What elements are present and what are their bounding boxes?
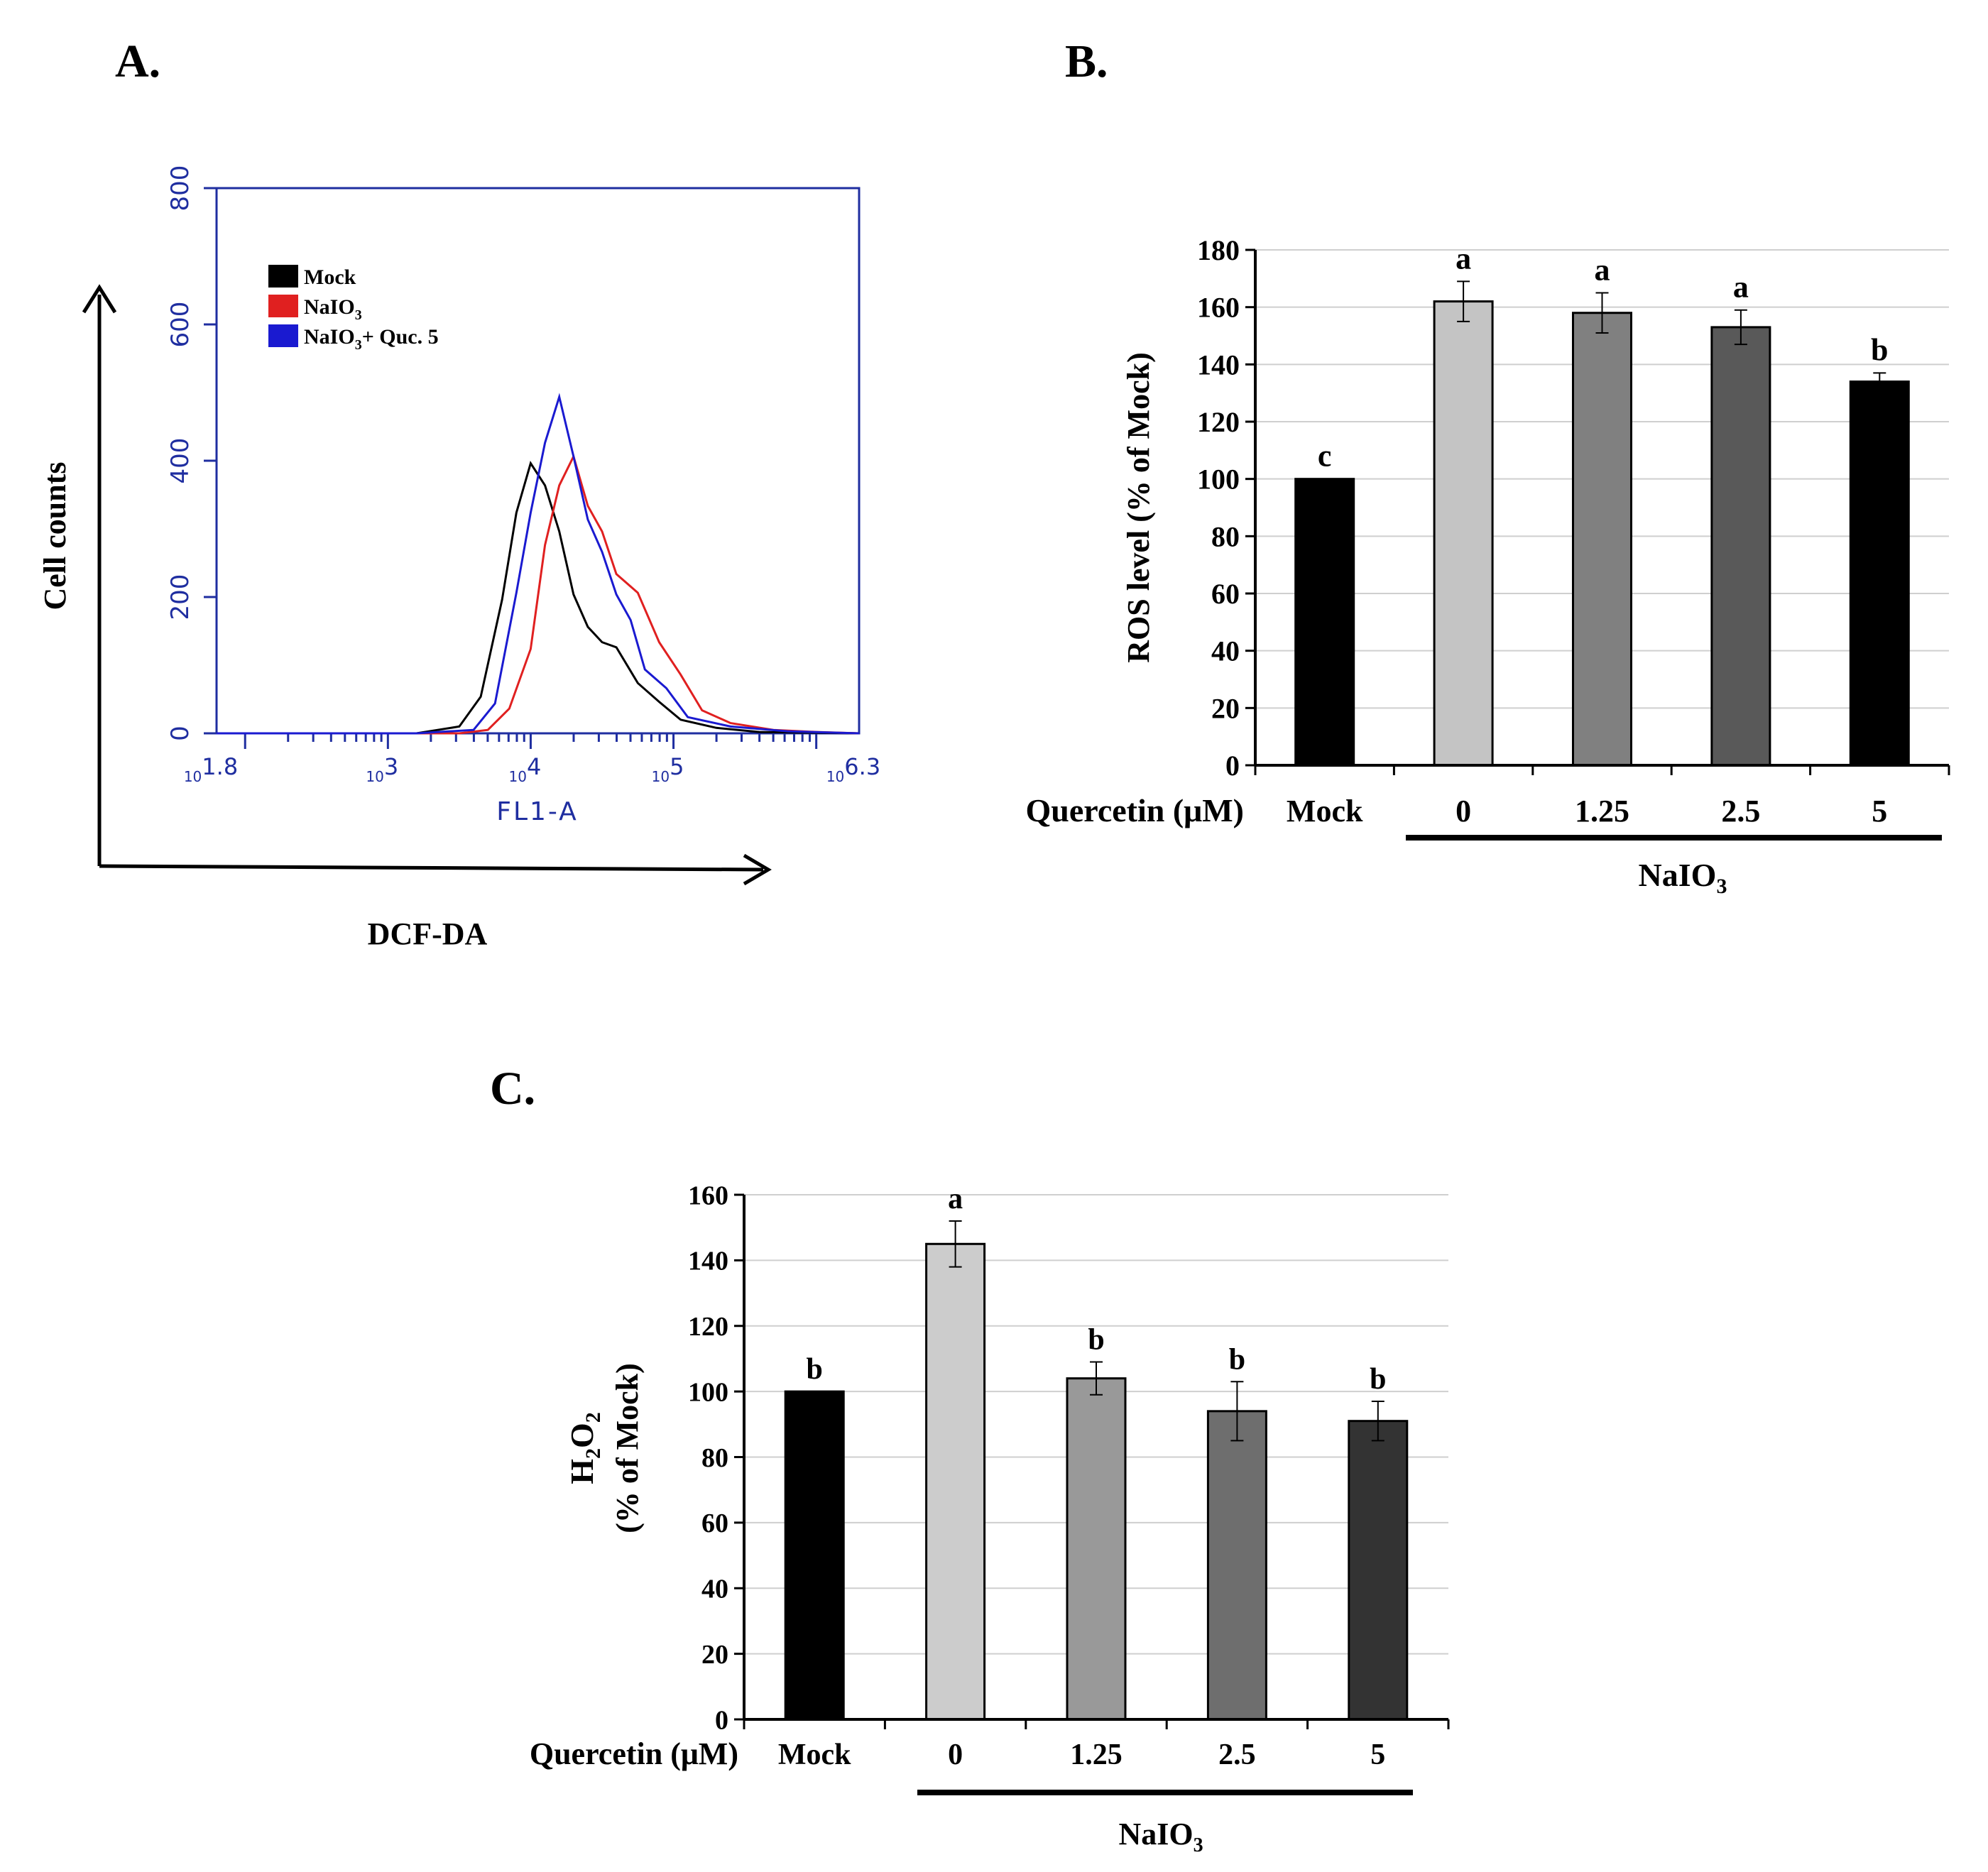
- y-tick-label-a: 200: [166, 574, 195, 620]
- bar-5: [1849, 381, 1910, 767]
- outer-y-arrow: [82, 284, 117, 866]
- category-label: Mock: [778, 1739, 851, 1771]
- y-tick-label: 20: [701, 1640, 728, 1670]
- histogram-panel-a: Cell counts DCF-DA 0 200 400 600 800 101.8 10…: [38, 165, 880, 951]
- series-mock-curve: [217, 461, 860, 735]
- significance-letter: b: [1229, 1343, 1245, 1376]
- x-tick-label-a: 106.3: [826, 753, 880, 785]
- panel-c-letter: C.: [490, 1063, 535, 1115]
- naio3-group-label-b: NaIO3: [1639, 857, 1727, 898]
- category-label: Mock: [1287, 794, 1363, 828]
- y-tick-label: 120: [688, 1312, 728, 1342]
- significance-letter: b: [1088, 1324, 1104, 1357]
- y-tick-label: 120: [1197, 406, 1240, 438]
- legend-label-naio3: NaIO3: [304, 295, 362, 323]
- legend-a: Mock NaIO3 NaIO3+ Quc. 5: [268, 265, 439, 353]
- category-label: 1.25: [1070, 1739, 1123, 1771]
- x-axis-title-b: Quercetin (μM): [1025, 792, 1244, 828]
- legend-swatch-mock: [268, 265, 298, 288]
- y-tick-label: 100: [688, 1377, 728, 1407]
- outer-x-arrow: [99, 853, 772, 886]
- outer-x-label: DCF-DA: [368, 916, 488, 951]
- x-tick-label-a: 104: [509, 753, 542, 785]
- y-tick-label-a: 400: [166, 438, 195, 484]
- significance-letter: c: [1318, 439, 1332, 474]
- bar-0: [925, 1242, 986, 1721]
- y-axis-label-c-line2: (% of Mock): [610, 1363, 645, 1533]
- significance-letter: a: [1456, 241, 1471, 275]
- y-tick-label: 80: [701, 1443, 728, 1473]
- x-axis-label-a: FL1-A: [496, 797, 579, 826]
- y-tick-label: 160: [1197, 292, 1240, 324]
- y-axis-label-b: ROS level (% of Mock): [1121, 352, 1156, 662]
- bar-2-5: [1206, 1410, 1267, 1721]
- x-tick-label-a: 103: [366, 753, 398, 785]
- panel-b-letter: B.: [1065, 35, 1108, 87]
- significance-letter: a: [1595, 253, 1610, 288]
- significance-letter: b: [1370, 1363, 1386, 1396]
- bar-5: [1348, 1420, 1409, 1721]
- x-tick-label-a: 105: [652, 753, 684, 785]
- legend-label-naio3-quc5: NaIO3+ Quc. 5: [304, 325, 439, 353]
- y-tick-label: 60: [1211, 578, 1240, 610]
- y-tick-label: 100: [1197, 464, 1240, 496]
- legend-swatch-naio3: [268, 295, 298, 317]
- category-label: 5: [1872, 794, 1887, 828]
- bar-Mock: [1294, 478, 1355, 767]
- category-label: 1.25: [1575, 794, 1629, 828]
- y-tick-label: 0: [1225, 750, 1240, 782]
- y-tick-label: 40: [1211, 635, 1240, 667]
- category-label: 0: [1456, 794, 1471, 828]
- y-axis-label-c: H2O2: [564, 1412, 605, 1484]
- y-tick-label-a: 800: [166, 165, 195, 212]
- bar-chart-panel-b: 0 20 40 60 80 100 120 140 160 180 c a a a b ROS level…: [1025, 234, 1950, 898]
- significance-letter: a: [948, 1183, 963, 1215]
- y-tick-label: 0: [715, 1705, 728, 1735]
- bar-0: [1433, 300, 1494, 767]
- y-tick-label: 20: [1211, 692, 1240, 724]
- bar-Mock: [784, 1390, 845, 1721]
- y-tick-label: 180: [1197, 234, 1240, 266]
- category-label: 5: [1370, 1739, 1385, 1771]
- bar-1-25: [1066, 1377, 1127, 1721]
- y-tick-label: 40: [701, 1575, 728, 1604]
- x-axis-title-c: Quercetin (μM): [530, 1736, 738, 1771]
- bar-chart-panel-c: 0 20 40 60 80 100 120 140 160 b a b b b H2O2 (% of M…: [530, 1181, 1450, 1856]
- outer-y-label: Cell counts: [38, 462, 72, 611]
- bar-1-25: [1572, 312, 1632, 767]
- y-tick-label: 160: [688, 1181, 728, 1210]
- series-naio3-quc5-curve: [217, 393, 860, 735]
- significance-letter: b: [807, 1353, 823, 1386]
- panel-a-letter: A.: [115, 35, 160, 87]
- significance-letter: a: [1733, 270, 1749, 305]
- significance-letter: b: [1871, 332, 1888, 367]
- y-tick-label: 140: [1197, 349, 1240, 381]
- y-tick-label-a: 0: [166, 726, 195, 741]
- category-label: 2.5: [1721, 794, 1760, 828]
- y-tick-label: 60: [701, 1509, 728, 1538]
- naio3-group-label-c: NaIO3: [1118, 1817, 1203, 1856]
- series-naio3-curve: [217, 453, 860, 735]
- y-tick-label-a: 600: [166, 302, 195, 348]
- category-label: 2.5: [1218, 1739, 1256, 1771]
- legend-label-mock: Mock: [304, 266, 356, 289]
- x-tick-label-a: 101.8: [184, 753, 238, 785]
- category-label: 0: [948, 1739, 963, 1771]
- bar-2-5: [1710, 326, 1771, 767]
- y-tick-label: 80: [1211, 520, 1240, 552]
- y-tick-label: 140: [688, 1247, 728, 1276]
- legend-swatch-naio3-quc5: [268, 324, 298, 347]
